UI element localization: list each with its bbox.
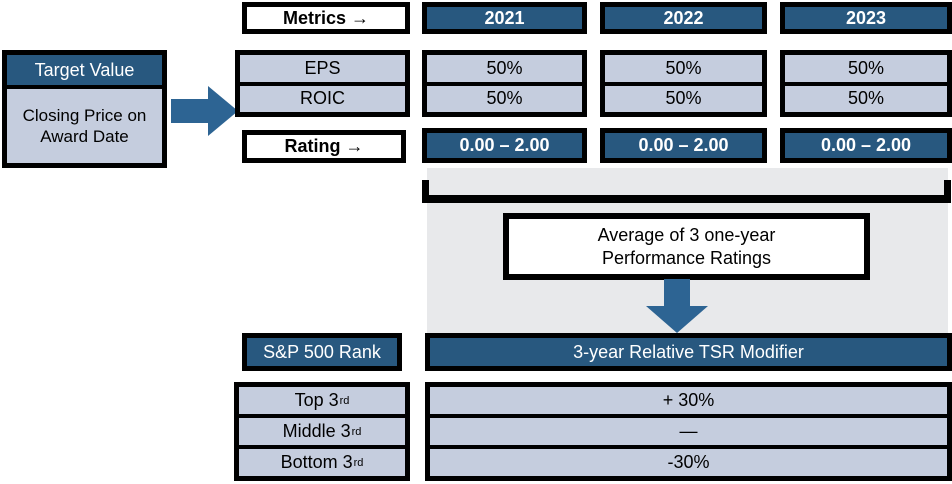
rating-range-2023: 0.00 – 2.00 bbox=[780, 128, 952, 163]
modifier-values-list: + 30% — -30% bbox=[425, 382, 952, 481]
metric-row-eps: EPS bbox=[240, 55, 405, 82]
rank-middle-label: Middle 3 bbox=[282, 421, 351, 441]
row-divider bbox=[239, 414, 405, 418]
average-performance-box: Average of 3 one-year Performance Rating… bbox=[503, 213, 870, 280]
average-box-line2: Performance Ratings bbox=[601, 247, 772, 268]
row-divider bbox=[785, 81, 947, 86]
weights-2022: 50% 50% bbox=[600, 50, 767, 117]
down-arrow-icon bbox=[646, 279, 708, 333]
year-header-2021: 2021 bbox=[422, 2, 587, 34]
row-divider bbox=[240, 81, 405, 86]
metric-row-roic: ROIC bbox=[240, 85, 405, 112]
roic-weight-2023: 50% bbox=[785, 85, 947, 112]
weights-2021: 50% 50% bbox=[422, 50, 587, 117]
year-header-2022: 2022 bbox=[600, 2, 767, 34]
row-divider bbox=[605, 81, 762, 86]
row-divider bbox=[427, 81, 582, 86]
sp500-rank-header: S&P 500 Rank bbox=[242, 333, 402, 371]
row-divider bbox=[239, 445, 405, 449]
target-value-description: Closing Price on Award Date bbox=[22, 106, 147, 146]
tsr-modifier-header: 3-year Relative TSR Modifier bbox=[425, 333, 952, 371]
target-value-header: Target Value bbox=[7, 55, 162, 89]
rating-range-2022: 0.00 – 2.00 bbox=[600, 128, 767, 163]
right-arrow-icon bbox=[171, 86, 238, 136]
grouping-bracket bbox=[422, 180, 951, 203]
row-divider bbox=[430, 414, 947, 418]
rank-top-label: Top 3 bbox=[294, 390, 339, 410]
weights-2023: 50% 50% bbox=[780, 50, 952, 117]
metrics-label: Metrics → bbox=[242, 2, 410, 34]
modifier-row-bottom: -30% bbox=[430, 449, 947, 476]
row-divider bbox=[430, 445, 947, 449]
roic-weight-2022: 50% bbox=[605, 85, 762, 112]
rating-label: Rating → bbox=[242, 130, 406, 163]
eps-weight-2022: 50% bbox=[605, 55, 762, 82]
eps-weight-2023: 50% bbox=[785, 55, 947, 82]
modifier-row-middle: — bbox=[430, 418, 947, 445]
target-value-box: Target Value Closing Price on Award Date bbox=[2, 50, 167, 168]
modifier-row-top: + 30% bbox=[430, 387, 947, 414]
rating-range-2021: 0.00 – 2.00 bbox=[422, 128, 587, 163]
metric-names-list: EPS ROIC bbox=[235, 50, 410, 117]
average-box-line1: Average of 3 one-year bbox=[597, 224, 776, 245]
roic-weight-2021: 50% bbox=[427, 85, 582, 112]
year-header-2023: 2023 bbox=[780, 2, 952, 34]
eps-weight-2021: 50% bbox=[427, 55, 582, 82]
rank-bottom-label: Bottom 3 bbox=[280, 452, 353, 472]
